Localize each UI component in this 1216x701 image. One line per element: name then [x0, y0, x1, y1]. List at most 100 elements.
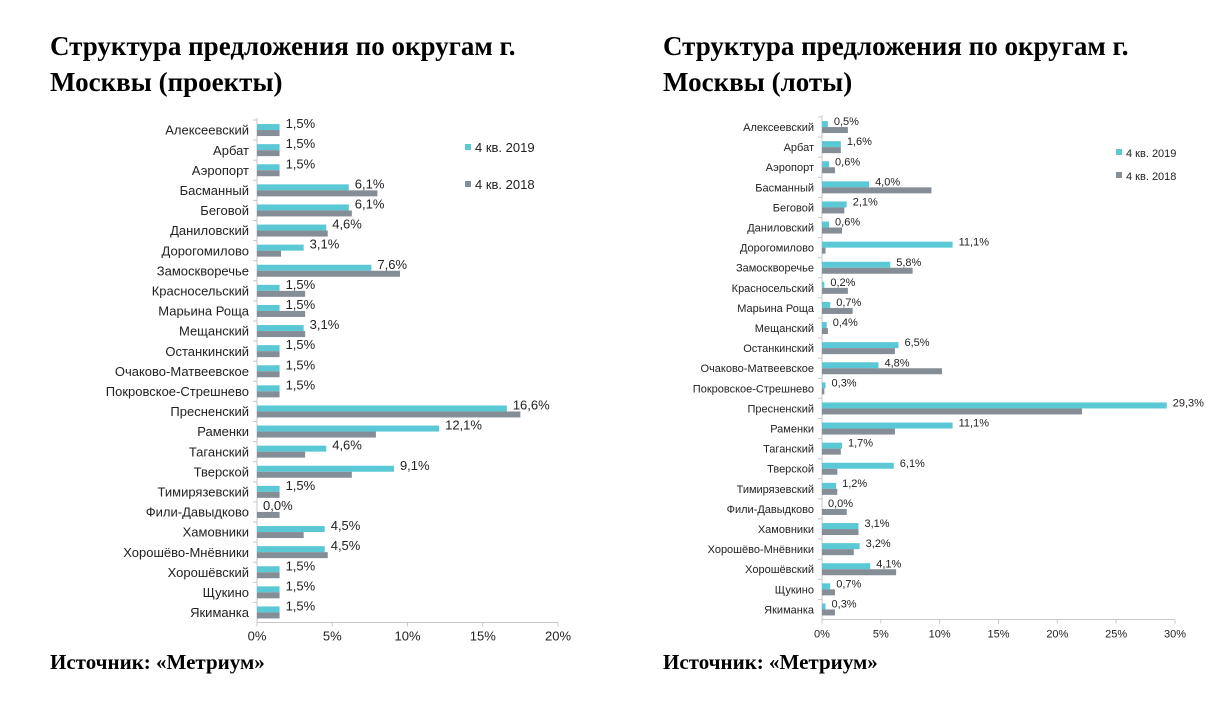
bar-2018 — [822, 589, 835, 596]
data-label: 2,1% — [853, 196, 878, 208]
category-label: Пресненский — [170, 404, 249, 419]
bar-2018 — [822, 348, 895, 355]
bar-2018 — [822, 147, 841, 154]
data-label: 29,3% — [1173, 397, 1204, 409]
bar-2018 — [822, 428, 895, 435]
data-label: 0,6% — [835, 156, 860, 168]
category-label: Щукино — [203, 585, 249, 600]
x-tick-label: 5% — [323, 629, 342, 644]
data-label: 1,5% — [286, 156, 316, 171]
bar-2019 — [822, 382, 826, 389]
bar-2019 — [822, 543, 860, 550]
bar-2019 — [822, 301, 831, 308]
chart-panel-lots: Структура предложения по округам г. Моск… — [608, 0, 1216, 701]
bar-2018 — [822, 167, 835, 174]
bar-2018 — [257, 532, 304, 539]
bar-2019 — [257, 284, 280, 291]
bar-2019 — [822, 261, 891, 268]
data-label: 0,2% — [830, 277, 855, 289]
category-label: Арбат — [784, 142, 814, 154]
bar-chart-projects: Алексеевский 1,5% Арбат 1,5% Аэропорт 1,5% Бас… — [106, 116, 572, 644]
bar-2018 — [257, 150, 280, 157]
bar-2019 — [257, 465, 394, 472]
category-label: Фили-Давыдково — [727, 504, 814, 516]
bar-2019 — [257, 485, 280, 492]
bar-2018 — [822, 328, 828, 335]
category-label: Останкинский — [743, 343, 814, 355]
x-tick-label: 20% — [545, 629, 571, 644]
bar-2019 — [257, 445, 327, 452]
x-tick-label: 25% — [1105, 629, 1127, 641]
bar-2018 — [822, 609, 835, 616]
category-label: Басманный — [180, 183, 249, 198]
bar-2019 — [257, 164, 280, 171]
chart-title-line-1: Структура предложения по округам г. — [663, 31, 1129, 61]
bar-2019 — [822, 221, 830, 228]
legend-label: 4 кв. 2018 — [475, 177, 535, 192]
bar-2018 — [822, 187, 932, 194]
bar-2019 — [822, 362, 879, 369]
bar-2018 — [257, 351, 280, 358]
category-label: Таганский — [763, 444, 814, 456]
bar-2019 — [257, 405, 507, 412]
bar-2018 — [257, 310, 306, 317]
bar-2019 — [822, 342, 899, 349]
bar-2019 — [257, 144, 280, 151]
bar-2018 — [257, 491, 280, 498]
data-label: 1,5% — [286, 377, 316, 392]
bar-2019 — [257, 325, 304, 332]
category-label: Беговой — [200, 203, 249, 218]
bar-2018 — [822, 529, 859, 536]
data-label: 1,5% — [286, 558, 316, 573]
data-label: 1,5% — [286, 116, 316, 131]
category-label: Фили-Давыдково — [146, 505, 249, 520]
bar-2018 — [822, 388, 825, 395]
data-label: 1,5% — [286, 598, 316, 613]
category-label: Останкинский — [165, 344, 249, 359]
category-label: Аэропорт — [192, 163, 249, 178]
bar-2019 — [822, 141, 841, 148]
legend-label: 4 кв. 2019 — [475, 140, 535, 155]
category-label: Тимирязевский — [737, 484, 814, 496]
data-label: 0,3% — [832, 377, 857, 389]
category-label: Даниловский — [747, 223, 814, 235]
category-label: Раменки — [197, 424, 249, 439]
bar-2018 — [822, 287, 848, 294]
bar-2019 — [257, 184, 349, 191]
category-label: Арбат — [213, 143, 249, 158]
legend-swatch — [1116, 149, 1122, 155]
data-label: 6,1% — [355, 176, 385, 191]
bar-2019 — [257, 385, 280, 392]
data-label: 4,8% — [884, 357, 909, 369]
bar-2018 — [822, 448, 841, 455]
category-label: Хорошёвский — [745, 564, 814, 576]
category-label: Покровское-Стрешнево — [106, 384, 249, 399]
bar-2018 — [822, 127, 848, 134]
bar-2019 — [822, 322, 827, 329]
data-label: 0,6% — [835, 217, 860, 229]
chart-title-lots: Структура предложения по округам г. Моск… — [663, 28, 1129, 100]
data-label: 1,7% — [848, 438, 873, 450]
category-label: Очаково-Матвеевское — [700, 363, 814, 375]
data-label: 16,6% — [513, 397, 550, 412]
category-label: Алексеевский — [743, 122, 814, 134]
chart-panel-projects: Структура предложения по округам г. Моск… — [50, 31, 572, 674]
bar-2018 — [822, 247, 826, 254]
legend-swatch — [465, 144, 471, 150]
category-label: Щукино — [775, 584, 814, 596]
category-label: Хорошёво-Мнёвники — [708, 544, 814, 556]
bar-2018 — [257, 170, 280, 177]
category-label: Тверской — [767, 464, 814, 476]
data-label: 5,8% — [896, 257, 921, 269]
category-label: Замоскворечье — [736, 263, 814, 275]
data-label: 11,1% — [959, 418, 990, 430]
chart-title-line-2: Москвы (лоты) — [663, 67, 853, 97]
category-label: Даниловский — [170, 223, 249, 238]
data-label: 3,1% — [864, 518, 889, 530]
bar-2018 — [257, 592, 280, 599]
data-label: 4,6% — [332, 217, 362, 232]
category-label: Покровское-Стрешнево — [693, 383, 814, 395]
data-label: 1,5% — [286, 578, 316, 593]
category-label: Марьина Роща — [158, 304, 250, 319]
category-label: Замоскворечье — [157, 263, 249, 278]
